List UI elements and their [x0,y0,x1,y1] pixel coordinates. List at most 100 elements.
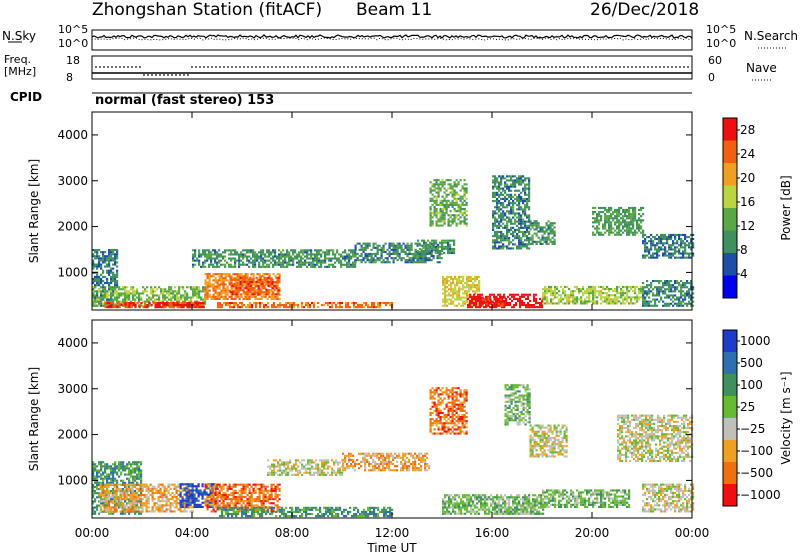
power-cell [418,255,421,258]
power-cell [512,226,515,229]
power-cell [144,306,147,309]
power-cell [441,220,444,223]
power-cell [624,221,627,224]
power-cell [492,193,495,196]
power-cell [241,285,244,288]
power-cell [676,242,679,245]
power-cell [208,295,211,298]
velocity-cell [132,477,135,480]
power-cell [558,302,561,305]
power-cell [264,261,267,264]
power-cell [431,185,434,188]
power-cell [100,290,103,293]
power-cell [660,236,663,239]
power-cell [502,197,505,200]
power-cell [674,248,677,251]
power-cell [116,249,119,252]
power-cell [312,265,315,268]
power-cell [478,282,481,285]
power-cell [602,300,605,303]
power-cell [202,265,205,268]
nave-point [611,66,613,68]
power-cell [433,185,436,188]
power-cell [508,247,511,250]
power-cell [520,181,523,184]
nave-point [679,66,681,68]
power-cell [420,252,423,255]
power-cell [494,245,497,248]
power-cell [505,302,508,305]
power-cell [528,226,531,229]
power-cell [586,292,589,295]
power-cell [644,246,647,249]
power-cell [634,285,637,288]
power-cell [216,291,219,294]
power-cell [204,300,207,303]
power-cell [630,302,633,305]
power-cell [182,304,185,307]
power-cell [526,239,529,242]
power-cell [168,292,171,295]
power-cell [352,261,355,264]
power-cell [260,253,263,256]
power-cell [502,193,505,196]
power-cell [476,284,479,287]
power-cell [174,296,177,299]
power-cell [162,304,165,307]
power-cell [455,197,458,200]
power-cell [453,195,456,198]
power-cell [198,304,201,307]
power-cell [435,214,438,217]
power-cell [104,261,107,264]
power-cell [431,216,434,219]
power-cell [280,253,283,256]
power-cell [516,177,519,180]
power-cell [634,211,637,214]
power-cell [664,238,667,241]
power-cell [208,279,211,282]
power-cell [237,291,240,294]
power-cell [164,302,167,305]
power-cell [254,283,257,286]
power-cell [437,189,440,192]
power-cell [192,294,195,297]
power-cell [516,216,519,219]
power-cell [138,294,141,297]
power-cell [110,251,113,254]
power-cell [366,252,369,255]
power-cell [674,298,677,301]
power-cell [334,261,337,264]
power-cell [344,257,347,260]
power-cell [461,201,464,204]
power-cell [378,244,381,247]
power-cell [504,177,507,180]
power-cell [531,222,534,225]
power-cell [435,239,438,242]
power-cell [527,306,530,309]
power-cell [598,211,601,214]
power-cell [208,293,211,296]
power-colorbar-tick-label: 24 [740,147,755,161]
power-cell [108,269,111,272]
power-cell [418,252,421,255]
power-cell [664,292,667,295]
power-cell [253,293,256,296]
power-cell [600,217,603,220]
power-cell [280,251,283,254]
power-cell [92,304,95,307]
power-cell [688,300,691,303]
power-cell [339,304,342,307]
power-cell [604,292,607,295]
power-cell [275,276,278,279]
velocity-cell [112,475,115,478]
power-cell [431,220,434,223]
power-cell [238,275,241,278]
power-cell [176,296,179,299]
power-cell [190,300,193,303]
power-cell [521,293,524,296]
power-cell [512,181,515,184]
nave-point [559,66,561,68]
power-cell [261,291,264,294]
power-cell [592,292,595,295]
power-cell [518,214,521,217]
